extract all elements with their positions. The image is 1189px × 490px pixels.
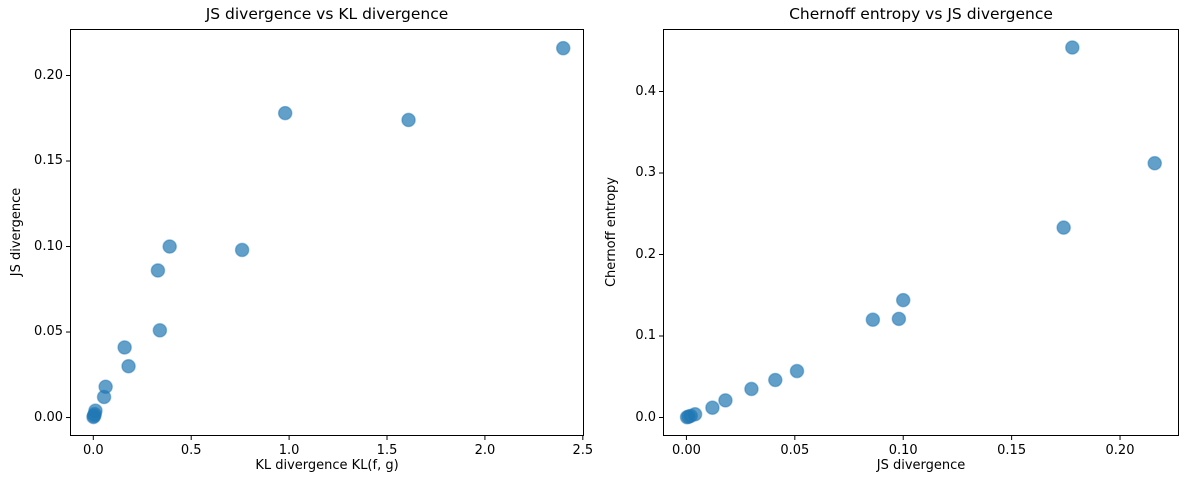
y-tick-label: 0.3 bbox=[635, 165, 656, 180]
scatter-point bbox=[895, 292, 911, 308]
plot-title: JS divergence vs KL divergence bbox=[205, 5, 449, 23]
x-tick-label: 1.5 bbox=[376, 443, 398, 458]
x-tick-label: 2.5 bbox=[572, 443, 594, 458]
scatter-point bbox=[718, 393, 733, 408]
y-tick-label: 0.20 bbox=[34, 67, 63, 83]
x-tick-label: 0.00 bbox=[671, 443, 701, 458]
scatter-point bbox=[152, 323, 168, 338]
x-tick-label: 2.0 bbox=[474, 443, 496, 458]
plot-title: Chernoff entropy vs JS divergence bbox=[789, 5, 1053, 23]
y-tick-label: 0.4 bbox=[635, 83, 656, 99]
axes-area-right bbox=[659, 29, 1179, 440]
scatter-point bbox=[277, 105, 293, 121]
y-tick-label: 0.05 bbox=[34, 324, 63, 340]
subplot-js-vs-kl: JS divergence vs KL divergence KL diverg… bbox=[9, 5, 593, 473]
axes-spines bbox=[70, 29, 584, 436]
scatter-point bbox=[98, 379, 113, 395]
y-tick-label: 0.00 bbox=[34, 409, 63, 425]
scatter-point bbox=[789, 363, 805, 379]
x-tick-label: 0.5 bbox=[180, 443, 202, 458]
y-tick-label: 0.2 bbox=[635, 246, 656, 262]
y-tick-label: 0.10 bbox=[34, 238, 63, 254]
scatter-point bbox=[891, 311, 907, 327]
scatter-point bbox=[768, 372, 783, 388]
x-axis-label: JS divergence bbox=[876, 458, 966, 473]
scatter-point bbox=[744, 381, 759, 397]
axes-area-left bbox=[66, 29, 584, 440]
x-tick-label: 0.15 bbox=[997, 443, 1027, 458]
x-tick-label: 0.20 bbox=[1105, 443, 1135, 458]
subplot-chernoff-vs-js: Chernoff entropy vs JS divergence JS div… bbox=[604, 5, 1179, 473]
scatter-point bbox=[162, 239, 177, 254]
axes-spines bbox=[663, 29, 1179, 436]
scatter-point bbox=[150, 263, 166, 278]
scatter-point bbox=[705, 400, 720, 416]
scatter-point bbox=[1147, 155, 1163, 171]
scatter-point bbox=[555, 40, 571, 56]
scatter-point bbox=[1065, 40, 1080, 55]
scatter-point bbox=[865, 312, 881, 328]
y-tick-label: 0.15 bbox=[34, 153, 63, 169]
scatter-point bbox=[117, 340, 132, 355]
scatter-point bbox=[234, 242, 250, 258]
scatter-point bbox=[401, 112, 416, 128]
scatter-point bbox=[121, 358, 136, 374]
x-tick-label: 1.0 bbox=[278, 443, 300, 458]
y-tick-label: 0.0 bbox=[635, 409, 656, 425]
x-tick-label: 0.0 bbox=[82, 443, 104, 458]
scatter-point bbox=[1056, 220, 1071, 235]
y-axis-label: Chernoff entropy bbox=[604, 177, 619, 288]
scatter-point bbox=[88, 403, 103, 418]
y-tick-label: 0.1 bbox=[635, 328, 656, 343]
x-tick-label: 0.05 bbox=[780, 443, 810, 458]
scatter-point bbox=[687, 406, 703, 422]
x-tick-label: 0.10 bbox=[888, 443, 918, 458]
x-axis-label: KL divergence KL(f, g) bbox=[255, 458, 399, 473]
